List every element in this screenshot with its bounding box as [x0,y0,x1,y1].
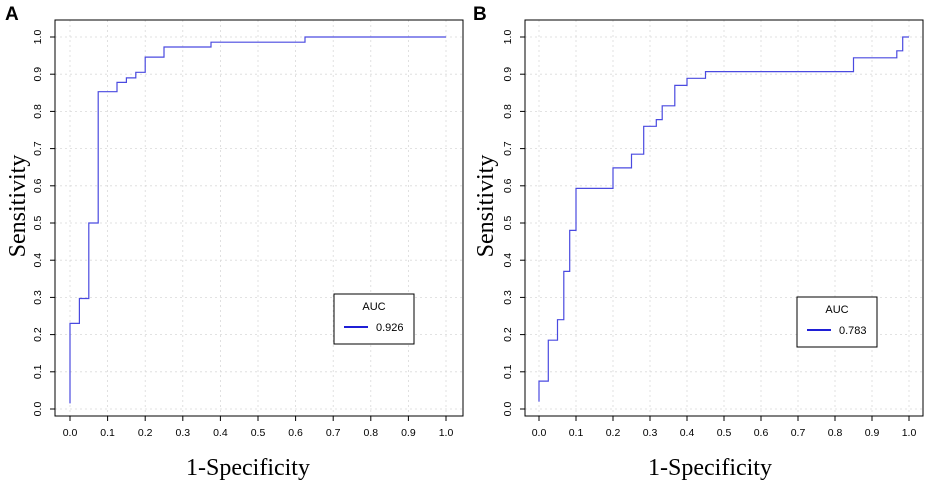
y-tick-label: 0.3 [32,290,44,305]
y-tick-label: 0.6 [32,178,44,193]
y-tick-label: 0.4 [32,253,44,268]
y-tick-label: 0.2 [32,327,44,342]
y-axis-title: Sensitivity [473,155,499,258]
x-tick-label: 0.3 [175,427,190,439]
x-tick-label: 0.4 [213,427,228,439]
x-tick-label: 0.0 [532,427,547,439]
x-tick-label: 0.2 [138,427,153,439]
panel-label: A [5,4,19,25]
x-tick-label: 0.9 [865,427,880,439]
y-tick-label: 0.4 [502,253,514,268]
x-tick-label: 1.0 [439,427,454,439]
legend-auc-value: 0.783 [839,325,867,337]
x-tick-label: 0.8 [363,427,378,439]
x-tick-label: 0.5 [251,427,266,439]
x-tick-label: 0.1 [569,427,584,439]
x-axis-title: 1-Specificity [186,455,310,481]
x-tick-label: 0.6 [288,427,303,439]
legend-title: AUC [362,301,385,313]
y-tick-label: 0.7 [32,141,44,156]
y-tick-label: 0.5 [502,216,514,231]
x-tick-label: 0.7 [326,427,341,439]
x-tick-label: 0.0 [63,427,78,439]
x-tick-label: 0.3 [643,427,658,439]
y-tick-label: 0.8 [32,104,44,119]
y-tick-label: 0.1 [32,364,44,379]
y-tick-label: 0.0 [502,402,514,417]
y-tick-label: 0.8 [502,104,514,119]
x-tick-label: 0.6 [754,427,769,439]
legend-box [796,296,878,348]
y-tick-label: 0.1 [502,364,514,379]
x-tick-label: 0.2 [606,427,621,439]
y-tick-label: 0.9 [502,67,514,82]
y-axis-title: Sensitivity [5,155,31,258]
roc-panel-a: 0.0 0.1 0.2 0.3 0.4 0.5 0.6 0.7 0.8 0.9 1.0 0.0 0.1 0… [5,4,464,481]
x-tick-label: 0.8 [828,427,843,439]
y-tick-label: 0.5 [32,216,44,231]
x-tick-label: 0.9 [401,427,416,439]
x-tick-label: 0.4 [680,427,695,439]
x-axis-title: 1-Specificity [648,455,772,481]
legend-box [333,293,415,345]
x-tick-label: 1.0 [902,427,917,439]
y-tick-label: 0.7 [502,141,514,156]
roc-curve-line [538,36,909,402]
legend-auc-value: 0.926 [376,322,404,334]
y-tick-label: 1.0 [502,30,514,45]
y-tick-label: 1.0 [32,30,44,45]
y-tick-label: 0.0 [32,402,44,417]
legend: AUC 0.926 [333,293,415,345]
y-tick-label: 0.2 [502,327,514,342]
x-tick-label: 0.1 [100,427,115,439]
y-tick-label: 0.6 [502,178,514,193]
roc-panel-b: 0.0 0.1 0.2 0.3 0.4 0.5 0.6 0.7 0.8 0.9 1.0 0.0 0.1 0… [473,4,924,481]
legend-title: AUC [825,304,848,316]
x-tick-label: 0.5 [717,427,732,439]
plot-frame [54,19,464,417]
y-tick-label: 0.9 [32,67,44,82]
legend: AUC 0.783 [796,296,878,348]
panel-label: B [473,4,487,25]
x-tick-label: 0.7 [791,427,806,439]
y-tick-label: 0.3 [502,290,514,305]
roc-curve-line [69,36,446,404]
